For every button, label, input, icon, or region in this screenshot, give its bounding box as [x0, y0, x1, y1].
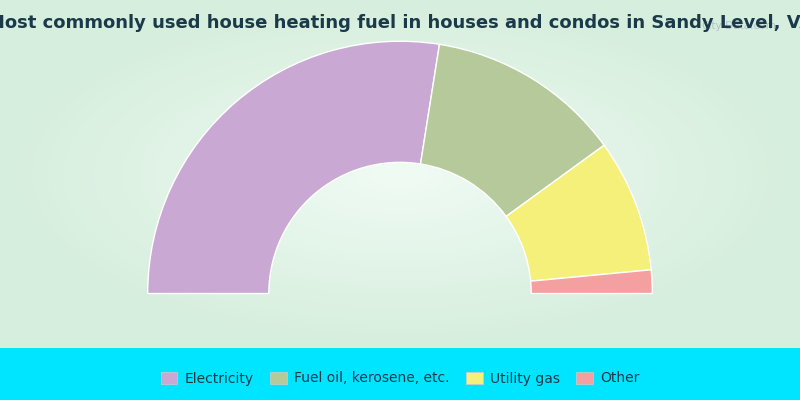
Bar: [0, 348, 800, 400]
Text: Most commonly used house heating fuel in houses and condos in Sandy Level, VA: Most commonly used house heating fuel in…: [0, 14, 800, 32]
Text: City-Data.com: City-Data.com: [702, 21, 776, 31]
Wedge shape: [421, 44, 604, 216]
Wedge shape: [148, 41, 439, 294]
Wedge shape: [506, 145, 651, 281]
Legend: Electricity, Fuel oil, kerosene, etc., Utility gas, Other: Electricity, Fuel oil, kerosene, etc., U…: [155, 366, 645, 391]
Wedge shape: [530, 270, 652, 294]
